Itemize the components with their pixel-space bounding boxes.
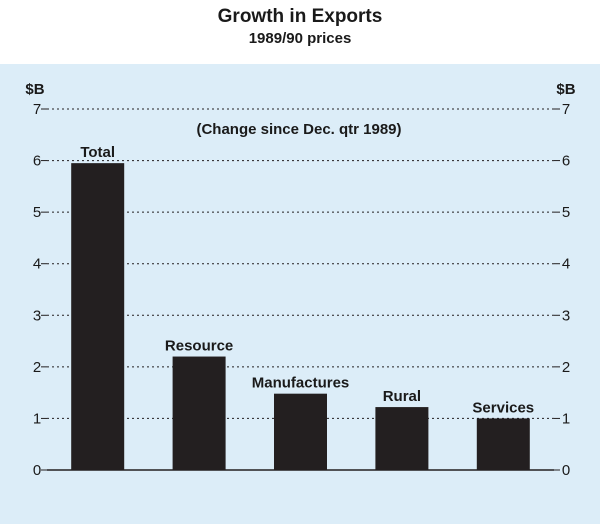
y-tick-label-right: 5 [562, 204, 570, 221]
chart-annotation: (Change since Dec. qtr 1989) [196, 121, 401, 138]
bar [476, 418, 530, 470]
y-tick-label-right: 3 [562, 307, 570, 324]
bar-category-label: Rural [383, 388, 421, 405]
bar [274, 393, 327, 470]
bar-category-label: Services [472, 399, 534, 416]
bar-category-label: Manufactures [252, 375, 350, 392]
y-tick-label-right: 4 [562, 256, 570, 273]
y-tick-label-right: 0 [562, 462, 570, 479]
bar-layer [71, 163, 530, 470]
y-tick-label-right: 6 [562, 153, 570, 170]
y-tick-label-left: 4 [33, 256, 41, 273]
y-tick-label-right: 1 [562, 410, 570, 427]
label-layer: 0 0 1 1 2 2 3 3 4 4 5 5 6 6 7 7 Total Resource Manufacture… [33, 101, 570, 479]
y-tick-label-left: 5 [33, 204, 41, 221]
y-tick-label-right: 7 [562, 101, 570, 118]
chart-subtitle: 1989/90 prices [248, 30, 352, 47]
y-tick-label-left: 3 [33, 307, 41, 324]
bar-category-label: Resource [165, 338, 233, 355]
y-tick-label-left: 7 [33, 101, 41, 118]
y-axis-unit-left: $B [25, 81, 44, 98]
y-tick-label-left: 0 [33, 462, 41, 479]
bar [172, 356, 226, 470]
bar [375, 407, 429, 470]
chart-title: Growth in Exports [217, 6, 383, 27]
y-tick-label-left: 1 [33, 410, 41, 427]
bar [71, 163, 125, 470]
y-tick-label-right: 2 [562, 359, 570, 376]
y-axis-unit-right: $B [556, 81, 575, 98]
bar-category-label: Total [80, 144, 115, 161]
y-tick-label-left: 6 [33, 153, 41, 170]
y-tick-label-left: 2 [33, 359, 41, 376]
